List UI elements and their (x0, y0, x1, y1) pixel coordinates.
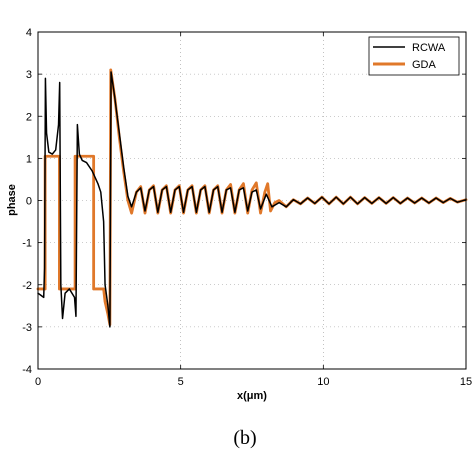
y-tick-label: 2 (26, 111, 32, 123)
panel-label: (b) (233, 427, 256, 449)
legend-box (368, 36, 460, 76)
y-tick-label: 0 (26, 196, 32, 208)
y-tick-labels: -4 -3 -2 -1 0 1 2 3 4 (22, 27, 32, 376)
x-tick-label: 15 (460, 376, 472, 388)
series-layer (36, 68, 468, 328)
x-tick-label: 5 (178, 376, 184, 388)
y-tick-label: -3 (22, 322, 32, 334)
series-line-gda (36, 68, 468, 327)
y-tick-label: -1 (22, 238, 32, 250)
y-tick-label: 4 (26, 27, 32, 39)
x-tick-label: 0 (35, 376, 41, 388)
series-line-rcwa (37, 71, 467, 328)
x-tick-label: 10 (317, 376, 329, 388)
legend-label-gda: GDA (412, 59, 437, 71)
y-tick-label: -4 (22, 364, 32, 376)
y-tick-label: 1 (26, 153, 32, 165)
x-tick-labels: 0 5 10 15 (35, 376, 472, 388)
legend: RCWA GDA (368, 36, 460, 76)
y-axis-label: phase (6, 184, 18, 216)
axis-ticks (37, 31, 467, 370)
y-tick-label: -2 (22, 280, 32, 292)
x-axis-label: x(μm) (237, 390, 267, 402)
legend-label-rcwa: RCWA (412, 42, 446, 54)
y-tick-label: 3 (26, 69, 32, 81)
